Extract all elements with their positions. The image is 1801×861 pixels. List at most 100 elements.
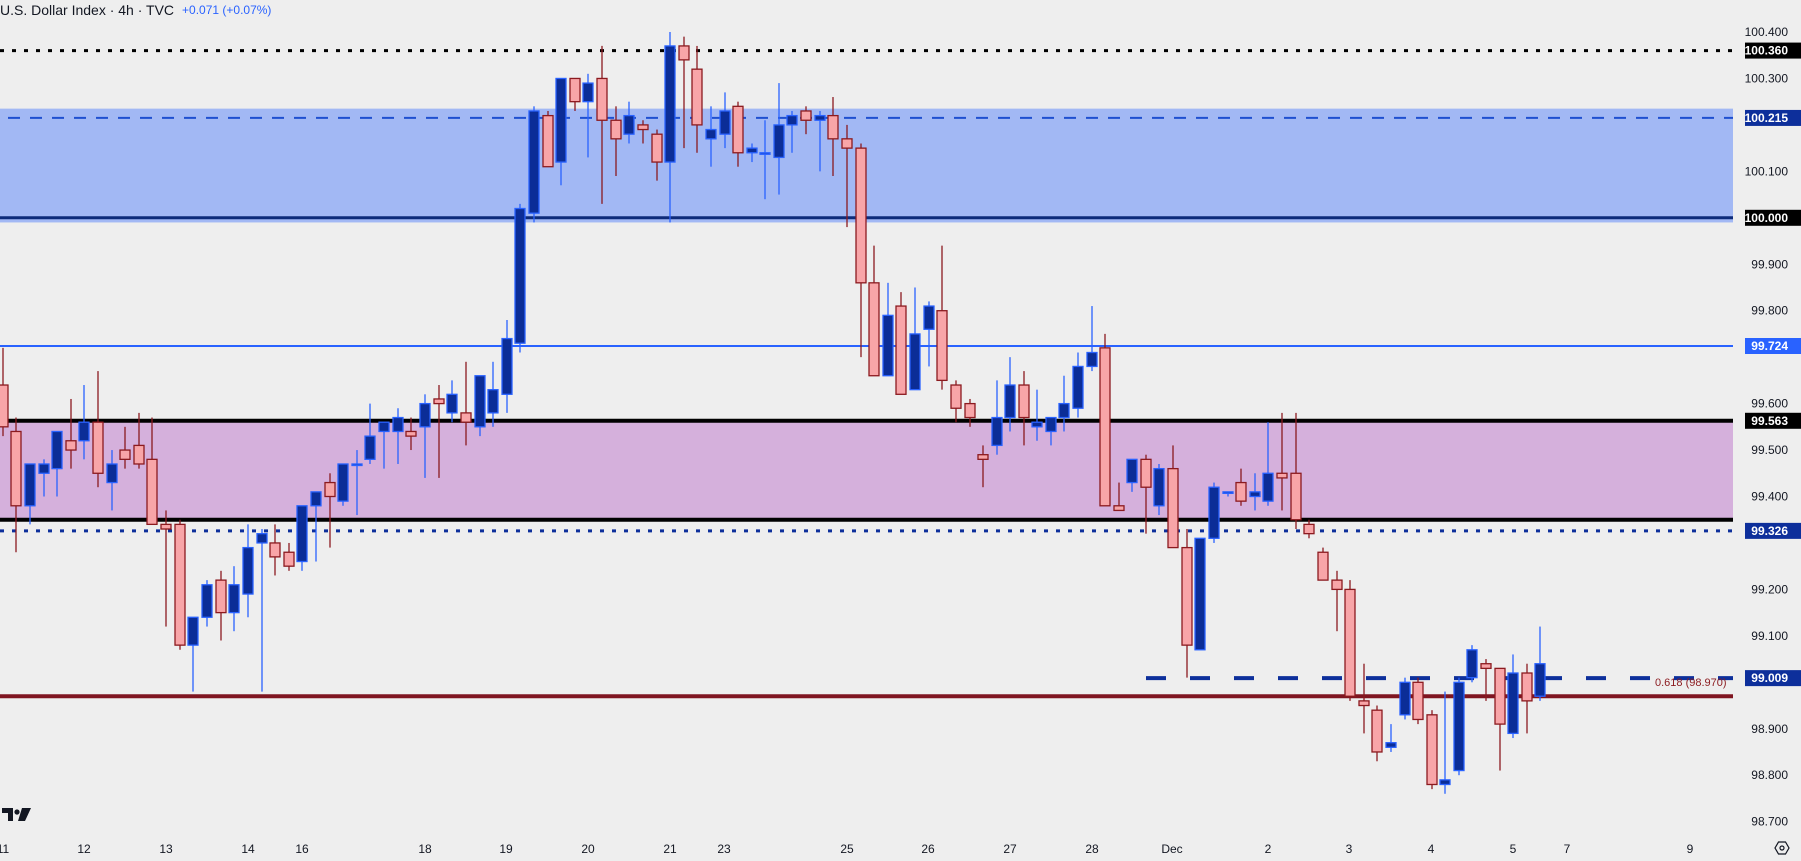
price-tag [1745,209,1801,226]
candle-body [1331,579,1343,591]
candle-body [868,282,880,377]
date-tick-label: 16 [295,842,309,856]
candle-body [405,430,417,437]
candle-body [841,138,853,149]
candle-body [1399,681,1411,716]
candle-body [909,333,921,391]
candle-body [446,393,458,414]
candle-body [827,114,839,140]
candle-body [487,389,499,414]
price-tags: 100.360 100.215 100.000 99.724 99.563 99.326 9… [1745,42,1801,687]
candle-body [950,384,962,409]
price-tick-label: 98.700 [1751,815,1788,829]
symbol-title: U.S. Dollar Index · 4h · TVC [0,2,175,18]
tradingview-logo-icon[interactable] [2,806,32,827]
candle-body [882,314,894,377]
candle-body [324,481,336,498]
candle-body [1153,467,1165,507]
candle-body [1167,467,1179,549]
candle-body [1412,681,1424,721]
candles-layer [0,32,1546,794]
candle-body [1222,491,1234,495]
candle-body [773,124,785,159]
candle-body [786,114,798,126]
price-tick-label: 99.200 [1751,582,1788,596]
candle-body [1126,458,1138,484]
date-tick-label: 4 [1428,842,1435,856]
price-tick-label: 100.300 [1745,71,1789,85]
candle-body [24,463,36,507]
candle-body [664,45,676,163]
price-zone [0,420,1733,520]
price-tag [1745,42,1801,59]
candle-body [337,463,349,502]
date-tick-label: 9 [1687,842,1694,856]
candle-body [174,523,186,646]
price-tick-label: 100.100 [1745,164,1789,178]
candle-body [1344,588,1356,697]
price-tag-value: 99.563 [1751,414,1788,428]
candle-body [474,375,486,428]
candle-body [1385,742,1397,748]
price-axis[interactable]: 100.400 100.300 100.100 99.900 99.800 99.600 9… [1745,25,1789,829]
candle-body [555,77,567,163]
candle-body [1521,672,1533,702]
candle-body [1208,486,1220,539]
candle-body [133,444,145,465]
candle-body [1534,663,1546,697]
price-tag [1745,412,1801,429]
candle-body [146,458,158,526]
candle-body [637,124,649,131]
date-tick-label: 26 [921,842,935,856]
candle-body [610,119,622,140]
price-tick-label: 99.600 [1751,397,1788,411]
price-tag-value: 100.360 [1745,44,1789,58]
candle-body [569,77,581,103]
date-tick-label: 21 [663,842,677,856]
date-tick-label: 13 [159,842,173,856]
price-tick-label: 99.800 [1751,304,1788,318]
candle-body [1262,472,1274,502]
candle-body [378,421,390,433]
candle-body [1004,384,1016,419]
candle-body [269,542,281,558]
candle-body [351,463,363,467]
price-tag [1745,338,1801,355]
candle-body [501,337,513,395]
chart-title-bar: U.S. Dollar Index · 4h · TVC +0.071 (+0.… [0,0,271,20]
candle-body [0,384,9,428]
price-tag [1745,109,1801,126]
price-tag [1745,670,1801,687]
candle-body [759,152,771,155]
candle-body [651,133,663,163]
candle-body [991,416,1003,447]
candle-body [977,454,989,460]
candle-body [1276,472,1288,479]
price-tick-label: 98.800 [1751,768,1788,782]
candle-body [119,449,131,460]
candle-body [1086,351,1098,368]
candle-body [242,546,254,595]
candle-body [1303,523,1315,535]
date-tick-label: 27 [1003,842,1017,856]
candle-body [1507,672,1519,735]
candle-body [855,147,867,284]
candle-body [1358,700,1370,707]
candle-body [201,584,213,618]
price-tick-label: 98.900 [1751,722,1788,736]
candle-body [1235,481,1247,502]
date-tick-label: 23 [717,842,731,856]
chart-settings-icon[interactable] [1774,840,1790,861]
date-axis[interactable]: 1112131416181920212325262728Dec234579 [0,842,1694,856]
candle-body [1072,365,1084,409]
date-tick-label: 12 [77,842,91,856]
candle-body [419,402,431,428]
candle-body [1140,458,1152,488]
levels-layer [0,49,1733,699]
candle-body [582,82,594,103]
candle-body [433,398,445,405]
candle-body [160,523,172,530]
candle-body [1031,421,1043,428]
date-tick-label: 7 [1564,842,1571,856]
